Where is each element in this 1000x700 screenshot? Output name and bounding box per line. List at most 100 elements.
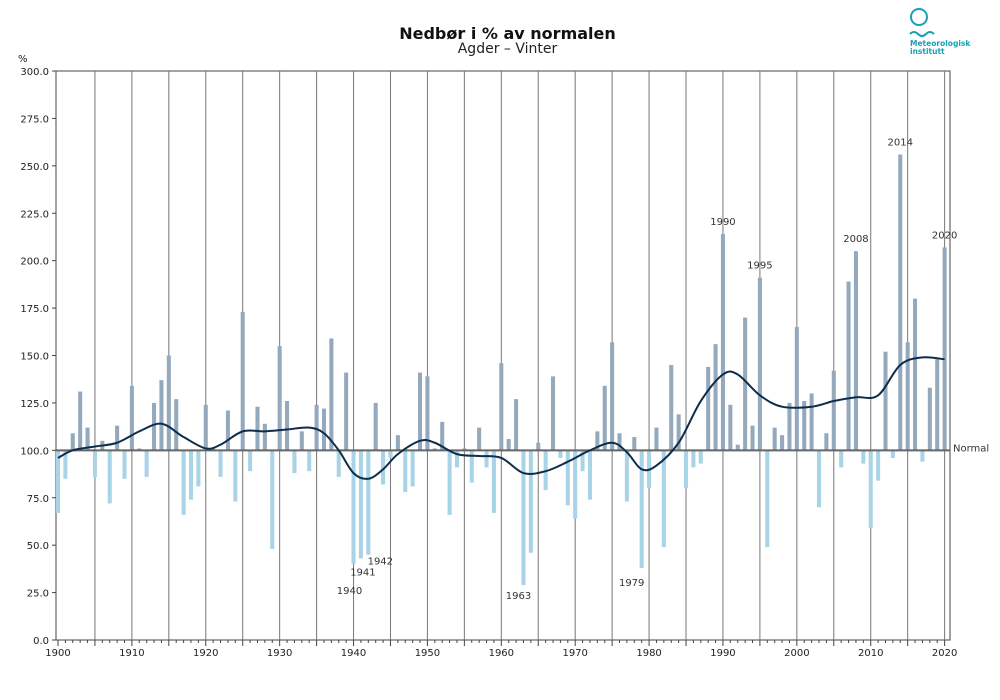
bar-1907	[107, 450, 112, 504]
bar-1946	[395, 435, 400, 451]
bar-1990	[720, 234, 725, 451]
bar-1983	[669, 364, 674, 451]
bar-1985	[683, 450, 689, 489]
bar-1924	[233, 450, 238, 502]
bar-1965	[536, 442, 541, 451]
bar-1995	[757, 277, 762, 451]
y-tick-label: 175.0	[20, 304, 49, 315]
bar-1964	[528, 450, 533, 553]
x-tick-label: 1980	[636, 648, 661, 659]
normal-label: Normal	[953, 443, 989, 454]
annotation-1941: 1941	[350, 567, 375, 578]
bar-1935	[314, 404, 319, 451]
bar-1963	[521, 450, 526, 585]
bar-1973	[595, 431, 600, 451]
bar-2015	[905, 342, 910, 451]
bar-1905	[92, 450, 97, 477]
bar-1944	[381, 450, 386, 485]
bar-1982	[661, 450, 666, 548]
bar-1936	[321, 408, 327, 451]
bar-1920	[203, 404, 208, 451]
bar-1919	[196, 450, 201, 487]
bar-1958	[484, 450, 489, 468]
bar-1967	[550, 376, 556, 451]
annotation-1940: 1940	[337, 586, 362, 597]
bar-1949	[418, 372, 423, 451]
bar-1991	[728, 404, 733, 451]
bar-1903	[78, 391, 83, 451]
bar-1945	[388, 450, 393, 458]
y-tick-label: 25.0	[27, 589, 49, 600]
x-tick-label: 1910	[119, 648, 144, 659]
met-logo-icon	[909, 8, 935, 37]
bar-1926	[248, 450, 253, 472]
bar-1978	[632, 437, 637, 451]
bar-1999	[787, 402, 792, 451]
bar-1909	[122, 450, 127, 479]
bar-2016	[913, 298, 918, 451]
x-tick-label: 1950	[415, 648, 440, 659]
bar-1927	[255, 406, 260, 451]
trend-line	[57, 356, 945, 480]
chart-subtitle: Agder – Vinter	[457, 41, 558, 57]
bar-2012	[883, 351, 888, 451]
x-tick-label: 1920	[193, 648, 218, 659]
bar-2005	[831, 370, 836, 451]
bar-1943	[373, 402, 378, 451]
bar-1998	[780, 435, 785, 451]
bar-1977	[624, 450, 629, 502]
bar-2020	[942, 247, 947, 451]
bar-1950	[425, 376, 430, 451]
bar-1917	[181, 450, 186, 515]
y-tick-label: 225.0	[20, 209, 49, 220]
bar-1962	[514, 399, 519, 451]
y-tick-label: 300.0	[20, 67, 49, 78]
bar-1940	[351, 450, 356, 565]
x-tick-label: 1970	[562, 648, 587, 659]
bar-1938	[336, 450, 341, 477]
bar-1975	[610, 342, 615, 451]
bar-1972	[587, 450, 592, 500]
x-tick-label: 2000	[784, 648, 809, 659]
bar-1939	[344, 372, 349, 451]
bar-1922	[218, 450, 223, 477]
bar-2000	[794, 327, 799, 451]
bar-1970	[573, 450, 578, 519]
bar-1976	[617, 433, 622, 451]
bar-1952	[440, 421, 445, 451]
y-tick-label: 275.0	[20, 114, 49, 125]
bar-1931	[285, 401, 290, 451]
bar-1971	[580, 450, 585, 472]
bar-1984	[676, 414, 681, 451]
bar-1910	[129, 385, 134, 451]
bar-1942	[366, 450, 371, 555]
bar-1941	[358, 450, 363, 559]
bar-1961	[506, 438, 511, 451]
bar-2018	[927, 387, 932, 451]
y-tick-label: 125.0	[20, 399, 49, 410]
bar-1968	[558, 450, 563, 458]
bar-1900	[55, 450, 61, 513]
bar-1930	[277, 346, 282, 451]
y-tick-label: 100.0	[20, 446, 49, 457]
bar-1934	[307, 450, 312, 472]
bar-1916	[174, 399, 179, 451]
bar-1901	[63, 450, 68, 479]
bar-1904	[85, 427, 90, 451]
bar-2002	[809, 393, 814, 451]
logo-line-1: Meteorologisk	[910, 39, 971, 48]
annotation-1942: 1942	[368, 557, 393, 568]
bar-1918	[188, 450, 194, 500]
y-tick-label: 150.0	[20, 352, 49, 363]
bar-1912	[144, 450, 149, 477]
bar-1960	[499, 363, 504, 451]
bar-1994	[750, 425, 755, 451]
x-tick-label: 1960	[489, 648, 514, 659]
chart-title: Nedbør i % av normalen	[399, 24, 616, 43]
x-tick-label: 2020	[932, 648, 957, 659]
bar-1947	[403, 450, 408, 493]
bar-1914	[159, 380, 164, 451]
bar-2008	[853, 251, 858, 451]
y-tick-label: 250.0	[20, 162, 49, 173]
